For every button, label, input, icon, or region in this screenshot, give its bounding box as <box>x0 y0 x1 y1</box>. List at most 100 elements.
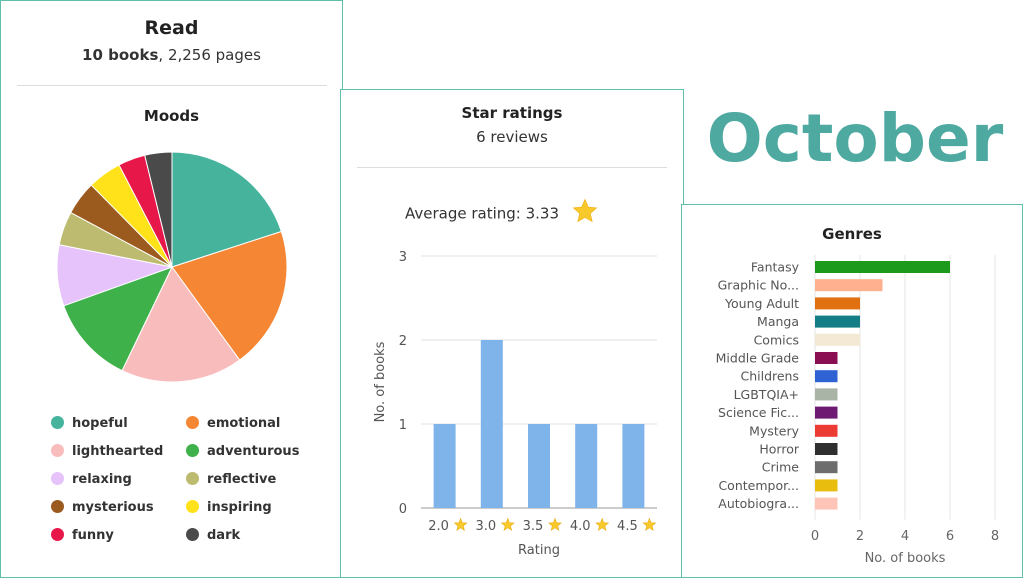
legend-item-relaxing: relaxing <box>51 472 132 487</box>
legend-swatch <box>51 416 64 429</box>
genres-title: Genres <box>822 225 882 243</box>
x-tick-label: 3.5 <box>523 519 544 534</box>
legend-item-lighthearted: lighthearted <box>51 444 163 459</box>
x-tick-label: 2 <box>856 529 864 544</box>
legend-item-adventurous: adventurous <box>186 444 299 459</box>
y-tick-label: 1 <box>399 418 407 433</box>
legend-label: lighthearted <box>72 444 164 459</box>
star-ratings-title: Star ratings <box>461 104 563 122</box>
legend-label: relaxing <box>72 472 132 487</box>
star-ratings-panel: Star ratings 6 reviews Average rating: 3… <box>340 89 684 578</box>
star-ratings-bar-chart: 0 1 2 3 2.0 3.0 3.5 4.0 4.5 Rating No. of books <box>373 250 657 558</box>
bar-rating-3.0 <box>480 340 503 508</box>
x-tick-label: 4 <box>901 529 909 544</box>
legend-item-dark: dark <box>186 528 240 543</box>
books-count: 10 books <box>82 46 159 64</box>
legend-label: dark <box>207 528 241 543</box>
genres-panel: Genres 0 2 4 6 8 Fantasy Graphic No... Young Ad… <box>681 204 1023 578</box>
moods-title: Moods <box>143 107 200 125</box>
pie-slice-adventurous <box>63 266 173 372</box>
y-tick-label: Young Adult <box>724 296 799 311</box>
y-tick-label: Middle Grade <box>716 351 800 366</box>
read-title: Read <box>144 17 199 39</box>
legend-swatch <box>51 472 64 485</box>
y-axis-label: No. of books <box>373 341 388 422</box>
bar-genre-5 <box>815 352 838 364</box>
bar-genre-13 <box>815 497 838 510</box>
average-rating: Average rating: 3.33 <box>405 198 598 227</box>
pages-count: , 2,256 pages <box>158 46 261 64</box>
bar-genre-7 <box>815 388 838 401</box>
y-tick-label: Graphic No... <box>718 278 799 293</box>
y-tick-label: Fantasy <box>751 260 800 275</box>
x-axis-label: Rating <box>518 543 560 558</box>
y-tick-label: LGBTQIA+ <box>734 387 799 402</box>
genres-bar-chart: 0 2 4 6 8 Fantasy Graphic No... Young Adult Mang… <box>716 255 999 566</box>
y-tick-label: Autobiogra... <box>718 496 799 511</box>
legend-label: adventurous <box>207 444 300 459</box>
legend-item-reflective: reflective <box>186 472 276 487</box>
bar-genre-10 <box>815 443 838 455</box>
y-tick-label: 2 <box>399 334 407 349</box>
bar-genre-3 <box>815 315 860 328</box>
pie-slice-hopeful <box>171 151 283 268</box>
y-tick-label: Horror <box>759 442 799 457</box>
legend-swatch <box>51 528 64 541</box>
bar-genre-4 <box>815 333 860 346</box>
read-summary: 10 books, 2,256 pages <box>1 46 342 64</box>
x-tick-label: 8 <box>991 529 999 544</box>
bar-genre-9 <box>815 424 838 437</box>
legend-item-mysterious: mysterious <box>51 500 154 515</box>
bar-genre-1 <box>815 279 883 292</box>
reviews-count: 6 reviews <box>476 128 548 146</box>
bar-rating-4.5 <box>622 424 645 508</box>
legend-swatch <box>186 444 199 457</box>
bar-genre-8 <box>815 406 838 419</box>
bar-genre-2 <box>815 297 860 310</box>
legend-swatch <box>51 444 64 457</box>
legend-swatch <box>186 528 199 541</box>
pie-slice-dark <box>144 151 173 268</box>
legend-label: reflective <box>207 472 277 487</box>
y-tick-label: 0 <box>399 502 407 517</box>
legend-label: inspiring <box>207 500 272 515</box>
y-tick-label: Comics <box>754 332 799 347</box>
average-rating-label: Average rating: 3.33 <box>405 204 560 223</box>
x-tick-label: 0 <box>811 529 819 544</box>
legend-swatch <box>51 500 64 513</box>
legend-swatch <box>186 472 199 485</box>
pie-slice-lighthearted <box>121 266 241 383</box>
y-tick-label: Mystery <box>749 423 799 438</box>
bar-genre-11 <box>815 461 838 474</box>
y-tick-label: 3 <box>399 250 407 265</box>
legend-item-funny: funny <box>51 528 114 543</box>
y-tick-label: Crime <box>762 460 800 475</box>
bar-genre-12 <box>815 479 838 492</box>
legend-swatch <box>186 500 199 513</box>
legend-label: emotional <box>207 416 281 431</box>
legend-label: mysterious <box>72 500 154 515</box>
legend-label: funny <box>72 528 114 543</box>
month-title: October <box>706 100 1004 177</box>
x-tick-label: 6 <box>946 529 954 544</box>
x-tick-label: 2.0 <box>428 519 449 534</box>
legend-item-inspiring: inspiring <box>186 500 272 515</box>
x-tick-label: 3.0 <box>475 519 496 534</box>
star-icon <box>642 517 657 531</box>
read-panel: Read 10 books, 2,256 pages Moods hopeful… <box>0 0 343 578</box>
pie-slice-emotional <box>171 230 288 361</box>
y-tick-label: Childrens <box>740 369 799 384</box>
star-icon <box>548 517 562 531</box>
bar-rating-4.0 <box>575 424 598 508</box>
bar-genre-6 <box>815 370 838 383</box>
star-icon <box>500 517 515 531</box>
y-tick-label: Manga <box>757 314 799 329</box>
read-divider <box>17 85 327 86</box>
bar-rating-3.5 <box>528 424 550 508</box>
legend-swatch <box>186 416 199 429</box>
legend-item-hopeful: hopeful <box>51 416 128 431</box>
bar-rating-2.0 <box>433 424 456 508</box>
x-tick-label: 4.5 <box>617 519 638 534</box>
y-tick-label: Science Fic... <box>718 405 799 420</box>
x-axis-label: No. of books <box>865 551 946 566</box>
